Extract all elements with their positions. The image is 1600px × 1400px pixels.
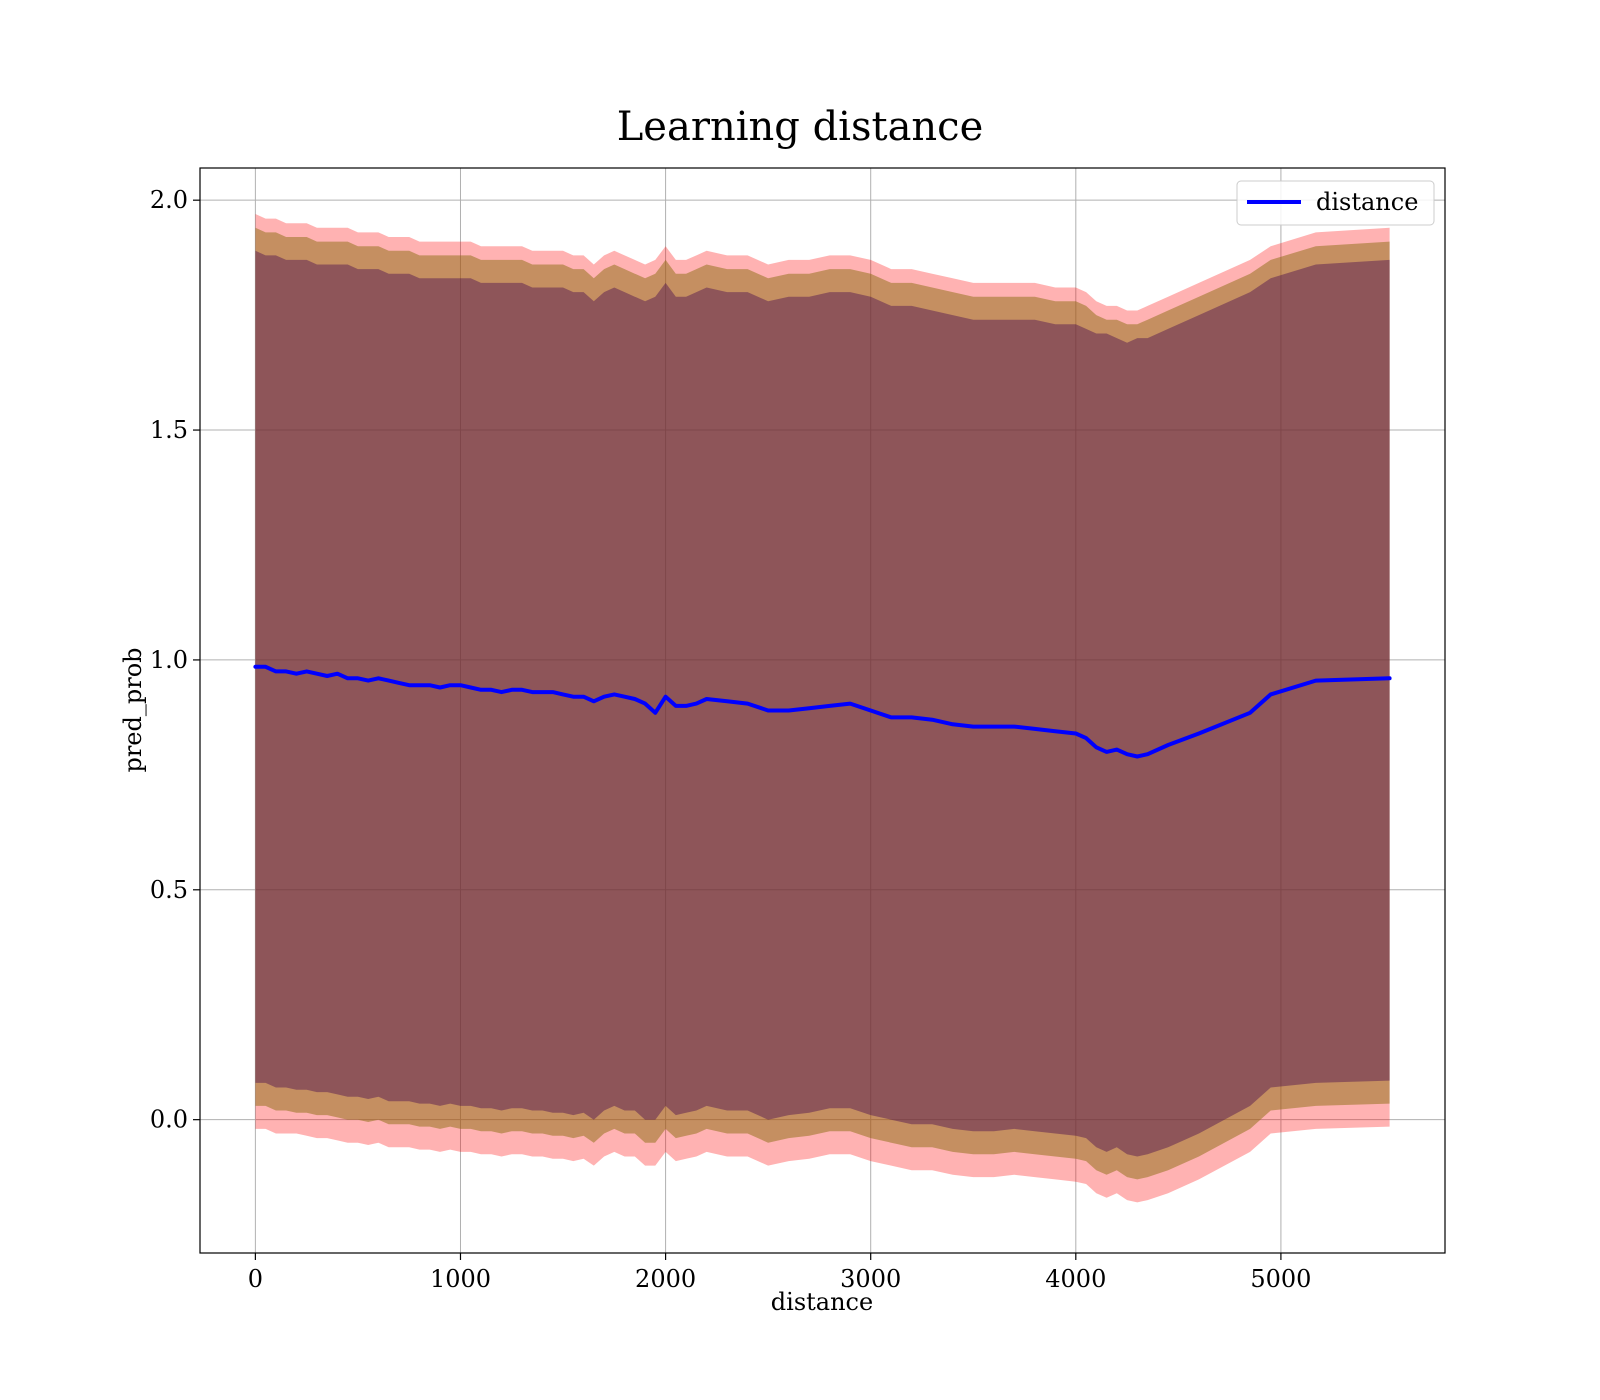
x-tick-label: 3000 [840, 1265, 901, 1293]
legend-box [1236, 180, 1435, 226]
band-layer [255, 214, 1390, 1203]
y-tick-label: 2.0 [150, 186, 188, 214]
x-tick-label: 4000 [1045, 1265, 1106, 1293]
x-tick-label: 0 [248, 1265, 263, 1293]
inner-confidence-band [255, 250, 1390, 1157]
x-axis-ticks: 0 1000 2000 3000 4000 5000 [248, 1253, 1311, 1293]
x-tick-label: 1000 [430, 1265, 491, 1293]
chart-title: Learning distance [617, 104, 984, 150]
middle-confidence-band [255, 227, 1390, 1180]
x-tick-label: 2000 [635, 1265, 696, 1293]
line-layer [253, 664, 1392, 759]
plot-area-frame [199, 167, 1446, 1254]
legend-label-distance: distance [1316, 188, 1418, 216]
y-tick-label: 1.5 [150, 416, 188, 444]
y-tick-label: 0.5 [150, 876, 188, 904]
y-tick-label: 0.0 [150, 1106, 188, 1134]
distance-series-line [253, 664, 1392, 759]
legend: distance [1236, 180, 1435, 226]
x-tick-label: 5000 [1250, 1265, 1311, 1293]
y-axis-label: pred_prob [119, 647, 147, 772]
y-tick-label: 1.0 [150, 646, 188, 674]
y-axis-ticks: 0.0 0.5 1.0 1.5 2.0 [150, 186, 200, 1134]
x-axis-label: distance [771, 1288, 873, 1316]
